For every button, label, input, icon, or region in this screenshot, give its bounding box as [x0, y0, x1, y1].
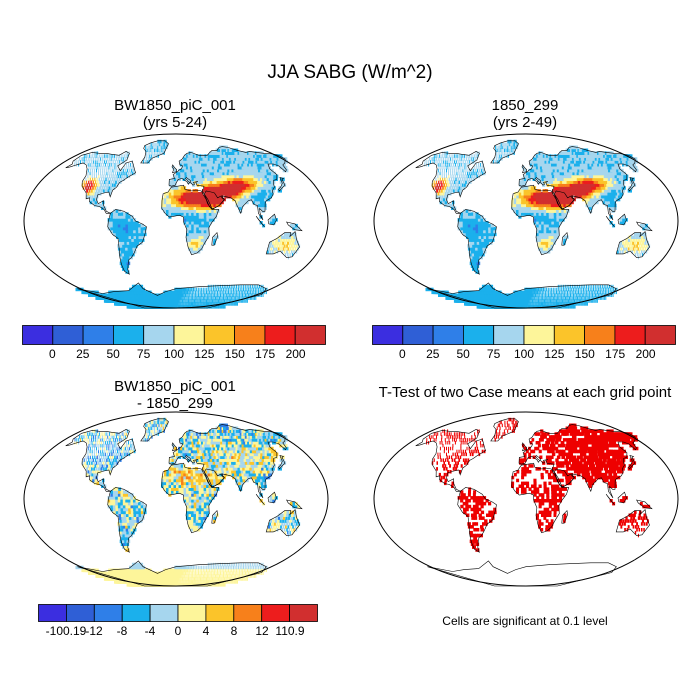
- colorbar-tick-label: 25: [426, 347, 440, 361]
- colorbar-swatch: [22, 325, 54, 345]
- colorbar-tick-label: 100: [513, 347, 535, 361]
- map-case1: [23, 133, 329, 309]
- colorbar-swatch: [121, 604, 151, 622]
- colorbar-swatch: [493, 325, 525, 345]
- colorbar-case1: [22, 325, 326, 345]
- significance-note: Cells are significant at 0.1 level: [442, 614, 608, 628]
- coastlines: [415, 140, 653, 309]
- colorbar-swatch: [372, 325, 404, 345]
- colorbar-swatch: [294, 325, 326, 345]
- colorbar-swatch: [52, 325, 84, 345]
- colorbar-swatch: [584, 325, 616, 345]
- coastlines: [65, 140, 303, 309]
- colorbar-tick-label: 12: [255, 624, 269, 638]
- coastlines: [65, 418, 303, 587]
- colorbar-tick-label: 50: [106, 347, 120, 361]
- colorbar-swatch: [233, 604, 263, 622]
- panel-title-line2: (yrs 5-24): [142, 114, 208, 131]
- colorbar-swatch: [93, 604, 123, 622]
- panel-title-line1: BW1850_piC_001: [114, 97, 236, 114]
- panel-title-line1: BW1850_piC_001: [114, 378, 236, 395]
- figure-title: JJA SABG (W/m^2): [267, 62, 433, 83]
- colorbar-tick-label: 175: [255, 347, 276, 361]
- panel-title-line2: (yrs 2-49): [492, 114, 558, 131]
- colorbar-swatch: [644, 325, 676, 345]
- colorbar-tick-label: 150: [224, 347, 245, 361]
- colorbar-swatch: [261, 604, 290, 622]
- map-land-cells: [424, 139, 651, 309]
- colorbar-swatch: [177, 604, 207, 622]
- panel-title-line1: 1850_299: [491, 97, 559, 114]
- map-ttest: [373, 411, 679, 587]
- colorbar-swatch: [82, 325, 114, 345]
- panel-title-bottom-left: BW1850_piC_001 - 1850_299: [25, 378, 325, 412]
- colorbar-swatch: [523, 325, 555, 345]
- colorbar-swatch: [173, 325, 205, 345]
- colorbar-tick-label: 200: [285, 347, 306, 361]
- colorbar-swatch: [264, 325, 296, 345]
- panel-title-top-left: BW1850_piC_001 (yrs 5-24): [25, 97, 325, 131]
- colorbar-tick-label: -4: [144, 624, 156, 638]
- colorbar-difference-labels: -100.19 -12 -8 -4 0 4 8 12 110.9: [38, 624, 318, 640]
- colorbar-swatch: [289, 604, 318, 622]
- colorbar-tick-label: 25: [76, 347, 90, 361]
- panel-title-line2: - 1850_299: [137, 395, 213, 412]
- colorbar-tick-label: -8: [116, 624, 128, 638]
- colorbar-swatch: [113, 325, 145, 345]
- colorbar-swatch: [149, 604, 179, 622]
- map-land-cells: [426, 417, 651, 552]
- coastlines: [415, 418, 653, 587]
- colorbar-tick-label: 8: [230, 624, 238, 638]
- colorbar-swatch: [234, 325, 266, 345]
- map-case2: [373, 133, 679, 309]
- map-frame: [373, 133, 679, 309]
- colorbar-tick-label: 75: [486, 347, 501, 361]
- panel-title-top-right: 1850_299 (yrs 2-49): [375, 97, 675, 131]
- colorbar-swatch: [402, 325, 434, 345]
- map-difference: [23, 411, 329, 587]
- colorbar-swatch: [143, 325, 175, 345]
- colorbar-tick-label: 100: [163, 347, 185, 361]
- colorbar-swatch: [614, 325, 646, 345]
- panel-title-line1: T-Test of two Case means at each grid po…: [378, 384, 672, 401]
- colorbar-tick-label: 4: [202, 624, 210, 638]
- colorbar-swatch: [203, 325, 236, 345]
- map-frame: [23, 411, 329, 587]
- colorbar-tick-label: -12: [85, 624, 103, 638]
- colorbar-swatch: [553, 325, 586, 345]
- colorbar-difference: [38, 604, 318, 622]
- colorbar-case1-labels: 0 25 50 75 100 125 150 175 200: [22, 347, 326, 363]
- colorbar-swatch: [65, 604, 95, 622]
- colorbar-tick-label: 125: [194, 347, 215, 361]
- colorbar-tick-label: 175: [605, 347, 626, 361]
- colorbar-tick-label: 125: [544, 347, 565, 361]
- colorbar-tick-label: 0: [174, 624, 182, 638]
- map-frame: [373, 411, 679, 587]
- colorbar-tick-label: 75: [136, 347, 151, 361]
- colorbar-case2-labels: 0 25 50 75 100 125 150 175 200: [372, 347, 676, 363]
- map-frame: [23, 133, 329, 309]
- colorbar-swatch: [38, 604, 67, 622]
- colorbar-tick-label: -100.19: [45, 624, 87, 638]
- colorbar-tick-label: 50: [456, 347, 470, 361]
- panel-title-bottom-right: T-Test of two Case means at each grid po…: [350, 384, 700, 401]
- colorbar-swatch: [463, 325, 495, 345]
- colorbar-tick-label: 0: [49, 347, 56, 361]
- colorbar-tick-label: 150: [574, 347, 595, 361]
- colorbar-case2: [372, 325, 676, 345]
- colorbar-swatch: [205, 604, 235, 622]
- colorbar-tick-label: 200: [635, 347, 656, 361]
- colorbar-swatch: [432, 325, 464, 345]
- colorbar-tick-label: 0: [399, 347, 406, 361]
- colorbar-tick-label: 110.9: [275, 624, 305, 638]
